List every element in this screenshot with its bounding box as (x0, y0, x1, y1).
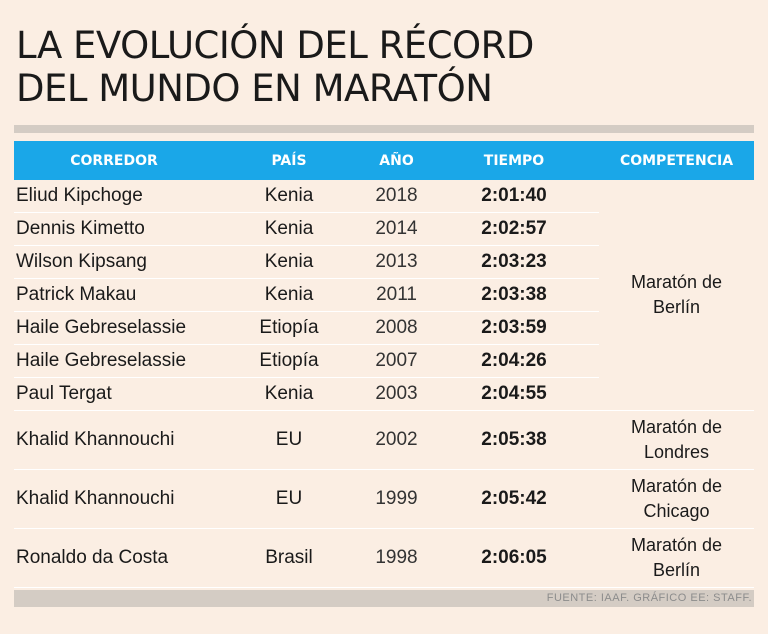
year-cell: 2011 (364, 278, 429, 312)
time-cell: 2:03:38 (429, 278, 599, 312)
country-cell: Kenia (214, 377, 364, 411)
year-cell: 2018 (364, 180, 429, 213)
country-cell: Etiopía (214, 344, 364, 378)
page-title: LA EVOLUCIÓN DEL RÉCORD DEL MUNDO EN MAR… (16, 24, 534, 110)
table-row: Ronaldo da Costa Brasil 1998 2:06:05 Mar… (14, 528, 754, 588)
time-cell: 2:02:57 (429, 212, 599, 246)
table-header-row: CORREDOR PAÍS AÑO TIEMPO COMPETENCIA (14, 141, 754, 180)
competition-line: Berlín (652, 560, 701, 580)
competition-cell: Maratón de Londres (599, 410, 754, 470)
country-cell: Kenia (214, 245, 364, 279)
title-line-1: LA EVOLUCIÓN DEL RÉCORD (16, 24, 534, 67)
competition-line: Berlín (652, 297, 701, 317)
competition-line: Londres (643, 442, 710, 462)
competition-cell: Maratón de Berlín (599, 528, 754, 588)
year-cell: 2008 (364, 311, 429, 345)
time-cell: 2:03:23 (429, 245, 599, 279)
runner-cell: Ronaldo da Costa (14, 528, 214, 588)
header-country: PAÍS (214, 141, 364, 180)
time-cell: 2:05:38 (429, 410, 599, 470)
runner-cell: Wilson Kipsang (14, 245, 214, 279)
competition-line: Maratón de (630, 476, 723, 496)
title-divider (14, 125, 754, 133)
table-row: Khalid Khannouchi EU 2002 2:05:38 Marató… (14, 410, 754, 470)
time-cell: 2:04:55 (429, 377, 599, 411)
runner-cell: Haile Gebreselassie (14, 311, 214, 345)
table-row: Eliud Kipchoge Kenia 2018 2:01:40 Marató… (14, 180, 754, 411)
year-cell: 2007 (364, 344, 429, 378)
runner-cell: Eliud Kipchoge (14, 180, 214, 213)
competition-line: Maratón de (630, 417, 723, 437)
time-cell: 2:04:26 (429, 344, 599, 378)
country-cell: Brasil (214, 528, 364, 588)
table-row: Wilson Kipsang Kenia 2013 2:03:23 (14, 245, 754, 279)
country-cell: EU (214, 469, 364, 529)
title-line-2: DEL MUNDO EN MARATÓN (16, 67, 493, 110)
country-cell: Etiopía (214, 311, 364, 345)
header-time: TIEMPO (429, 141, 599, 180)
year-cell: 2014 (364, 212, 429, 246)
record-table: CORREDOR PAÍS AÑO TIEMPO COMPETENCIA Eli… (14, 141, 754, 588)
runner-cell: Haile Gebreselassie (14, 344, 214, 378)
competition-line: Maratón de (630, 272, 723, 292)
table-row: Haile Gebreselassie Etiopía 2007 2:04:26 (14, 344, 754, 378)
year-cell: 2003 (364, 377, 429, 411)
year-cell: 1998 (364, 528, 429, 588)
competition-line: Maratón de (630, 535, 723, 555)
country-cell: Kenia (214, 278, 364, 312)
header-runner: CORREDOR (14, 141, 214, 180)
table-row: Patrick Makau Kenia 2011 2:03:38 (14, 278, 754, 312)
runner-cell: Khalid Khannouchi (14, 410, 214, 470)
year-cell: 2013 (364, 245, 429, 279)
year-cell: 1999 (364, 469, 429, 529)
table-row: Paul Tergat Kenia 2003 2:04:55 (14, 377, 754, 411)
competition-cell: Maratón de Chicago (599, 469, 754, 529)
table-row: Khalid Khannouchi EU 1999 2:05:42 Marató… (14, 469, 754, 529)
competition-cell: Maratón de Berlín (599, 180, 754, 411)
time-cell: 2:05:42 (429, 469, 599, 529)
year-cell: 2002 (364, 410, 429, 470)
source-credit: FUENTE: IAAF. GRÁFICO EE: STAFF. (14, 590, 754, 607)
country-cell: Kenia (214, 212, 364, 246)
time-cell: 2:01:40 (429, 180, 599, 213)
time-cell: 2:06:05 (429, 528, 599, 588)
competition-line: Chicago (643, 501, 710, 521)
country-cell: EU (214, 410, 364, 470)
runner-cell: Paul Tergat (14, 377, 214, 411)
header-year: AÑO (364, 141, 429, 180)
table-row: Haile Gebreselassie Etiopía 2008 2:03:59 (14, 311, 754, 345)
country-cell: Kenia (214, 180, 364, 213)
runner-cell: Khalid Khannouchi (14, 469, 214, 529)
runner-cell: Patrick Makau (14, 278, 214, 312)
table-row: Dennis Kimetto Kenia 2014 2:02:57 (14, 212, 754, 246)
time-cell: 2:03:59 (429, 311, 599, 345)
runner-cell: Dennis Kimetto (14, 212, 214, 246)
header-competition: COMPETENCIA (599, 141, 754, 180)
